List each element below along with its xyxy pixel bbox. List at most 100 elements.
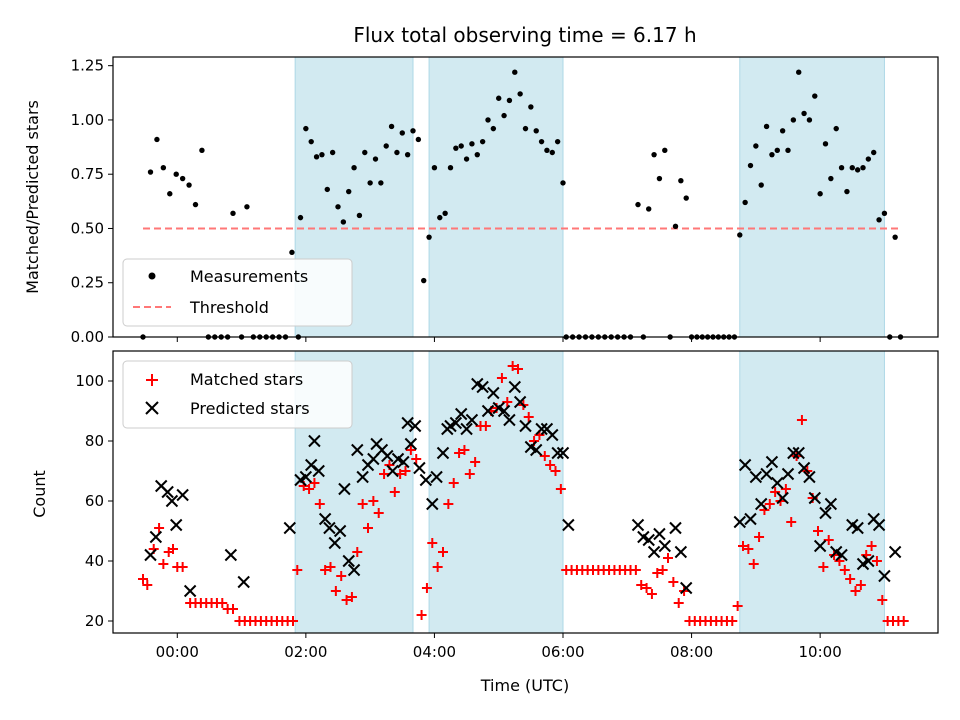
predicted-point-4 (165, 494, 179, 508)
predicted-point-89 (813, 539, 827, 553)
predicted-point-86 (797, 461, 811, 475)
top-x-axis-ticks (176, 337, 821, 342)
bottom-legend-box (122, 360, 353, 429)
measurement-point-106 (742, 199, 748, 206)
matched-point-75 (539, 451, 550, 461)
matched-points-layer (138, 361, 909, 626)
matched-point-34 (320, 565, 331, 575)
predicted-point-99 (872, 518, 886, 532)
matched-point-57 (443, 499, 454, 509)
measurement-point-125 (844, 188, 850, 195)
top-y-axis-ticks: 0.00 0.25 0.50 0.75 1.00 1.25 (71, 57, 113, 346)
legend-measurements-label: Measurements (190, 267, 308, 286)
measurement-point-58 (474, 151, 480, 158)
matched-point-67 (496, 373, 507, 383)
matched-point-138 (877, 595, 888, 605)
measurement-point-57 (469, 141, 475, 147)
predicted-point-73 (680, 581, 693, 595)
legend-matched-marker (146, 374, 158, 386)
predicted-point-72 (674, 545, 688, 559)
predicted-point-23 (351, 443, 364, 457)
measurement-point-7 (186, 182, 192, 188)
matched-point-44 (373, 508, 384, 518)
matched-point-137 (871, 556, 882, 566)
measurement-point-63 (501, 112, 507, 119)
predicted-point-39 (430, 470, 443, 484)
measurement-point-32 (335, 204, 341, 210)
predicted-point-46 (465, 413, 479, 427)
predicted-point-38 (426, 497, 439, 511)
matched-point-61 (464, 469, 475, 479)
matched-point-8 (177, 562, 188, 572)
measurement-point-53 (447, 164, 454, 171)
matched-point-51 (411, 454, 422, 464)
measurement-point-134 (892, 234, 898, 240)
matched-point-45 (379, 469, 390, 479)
measurement-point-46 (410, 128, 416, 134)
predicted-point-40 (436, 446, 450, 460)
matched-point-69 (507, 361, 518, 371)
measurement-point-95 (683, 195, 689, 201)
matched-point-98 (663, 553, 673, 563)
predicted-point-35 (408, 419, 422, 433)
matched-point-64 (480, 421, 491, 431)
predicted-point-67 (642, 533, 655, 547)
top-ytick-label-5: 1.25 (71, 57, 104, 75)
measurement-point-31 (329, 149, 336, 156)
matched-point-40 (352, 547, 363, 557)
measurement-point-69 (533, 128, 539, 134)
predicted-point-43 (449, 416, 463, 430)
bottom-ytick-label-4: 100 (75, 372, 104, 390)
matched-point-49 (400, 466, 411, 476)
predicted-point-48 (476, 380, 489, 394)
measurement-point-105 (737, 232, 743, 238)
predicted-point-33 (401, 416, 414, 430)
matched-point-6 (168, 544, 178, 554)
measurement-point-9 (199, 147, 205, 154)
predicted-point-49 (481, 404, 495, 418)
matched-point-132 (845, 574, 856, 584)
matched-point-50 (405, 445, 416, 455)
matched-point-1 (142, 580, 153, 590)
matched-point-43 (368, 496, 379, 506)
predicted-point-76 (744, 512, 757, 526)
measurement-point-41 (383, 143, 389, 149)
matched-point-32 (309, 478, 320, 488)
measurement-point-52 (442, 210, 448, 216)
predicted-point-74 (733, 515, 746, 529)
measurement-point-70 (538, 138, 545, 145)
predicted-point-90 (819, 506, 832, 520)
matched-point-42 (363, 523, 373, 533)
matched-point-100 (673, 598, 684, 608)
measurement-point-119 (812, 93, 818, 99)
measurement-point-40 (378, 180, 384, 186)
measurement-point-121 (822, 141, 829, 147)
measurement-point-44 (399, 130, 405, 136)
measurement-point-66 (517, 91, 523, 97)
measurement-point-3 (160, 164, 167, 171)
matched-point-127 (818, 562, 829, 572)
predicted-point-55 (513, 395, 527, 409)
chart-title: Flux total observing time = 6.17 h (353, 23, 696, 47)
matched-point-77 (550, 466, 561, 476)
top-panel: 0.00 0.25 0.50 0.75 1.00 1.25 Matched/Predict… (23, 56, 939, 346)
measurement-point-88 (646, 206, 652, 212)
matched-point-112 (738, 541, 748, 551)
bottom-ytick-label-1: 40 (85, 552, 104, 570)
predicted-point-0 (144, 548, 157, 562)
top-ytick-label-1: 0.25 (71, 274, 104, 292)
measurement-point-117 (801, 110, 807, 117)
measurement-point-115 (790, 117, 797, 123)
predicted-point-19 (333, 524, 347, 538)
measurement-point-67 (522, 125, 529, 132)
measurement-point-62 (496, 95, 502, 101)
predicted-point-62 (551, 446, 564, 460)
top-plot-frame (112, 56, 939, 338)
predicted-point-12 (299, 470, 313, 484)
measurement-point-91 (662, 147, 668, 154)
predicted-point-69 (653, 527, 666, 541)
predicted-point-7 (183, 584, 197, 598)
matched-point-113 (743, 544, 754, 554)
matched-point-36 (330, 586, 341, 596)
bottom-ytick-label-2: 60 (85, 492, 104, 510)
